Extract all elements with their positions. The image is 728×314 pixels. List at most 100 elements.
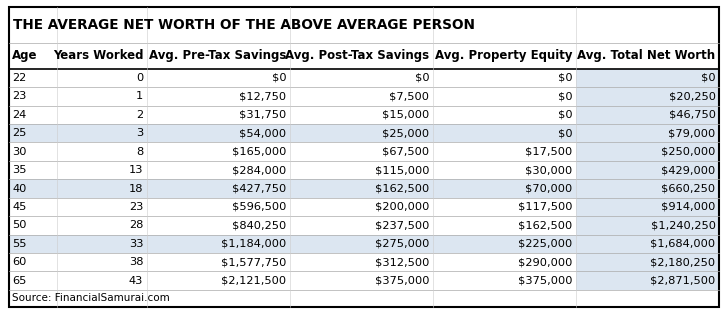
- Text: $67,500: $67,500: [382, 147, 430, 157]
- Text: $0: $0: [415, 73, 430, 83]
- Bar: [576, 161, 719, 179]
- Bar: [9, 43, 719, 69]
- Text: $660,250: $660,250: [662, 183, 716, 193]
- Text: $1,240,250: $1,240,250: [651, 220, 716, 230]
- Text: Avg. Total Net Worth: Avg. Total Net Worth: [577, 49, 716, 62]
- Text: 1: 1: [136, 91, 143, 101]
- Bar: [9, 87, 576, 106]
- Bar: [9, 290, 719, 307]
- Text: $200,000: $200,000: [375, 202, 430, 212]
- Text: 65: 65: [12, 276, 27, 286]
- Text: $165,000: $165,000: [232, 147, 286, 157]
- Text: $840,250: $840,250: [232, 220, 286, 230]
- Text: 2: 2: [136, 110, 143, 120]
- Text: $54,000: $54,000: [240, 128, 286, 138]
- Text: THE AVERAGE NET WORTH OF THE ABOVE AVERAGE PERSON: THE AVERAGE NET WORTH OF THE ABOVE AVERA…: [13, 18, 475, 32]
- Text: 43: 43: [129, 276, 143, 286]
- Text: 55: 55: [12, 239, 27, 249]
- Text: 40: 40: [12, 183, 27, 193]
- Text: 8: 8: [136, 147, 143, 157]
- Text: $375,000: $375,000: [518, 276, 572, 286]
- Bar: [576, 216, 719, 235]
- Text: 38: 38: [129, 257, 143, 267]
- Bar: [576, 179, 719, 198]
- Text: 50: 50: [12, 220, 27, 230]
- Text: $17,500: $17,500: [526, 147, 572, 157]
- Bar: [9, 69, 576, 87]
- Text: $375,000: $375,000: [375, 276, 430, 286]
- Text: 28: 28: [129, 220, 143, 230]
- Text: 60: 60: [12, 257, 27, 267]
- Text: $429,000: $429,000: [661, 165, 716, 175]
- Text: $12,750: $12,750: [240, 91, 286, 101]
- Text: Avg. Pre-Tax Savings: Avg. Pre-Tax Savings: [149, 49, 286, 62]
- Bar: [9, 161, 576, 179]
- Text: 45: 45: [12, 202, 27, 212]
- Text: $79,000: $79,000: [668, 128, 716, 138]
- Bar: [9, 271, 576, 290]
- Text: $1,184,000: $1,184,000: [221, 239, 286, 249]
- Text: $162,500: $162,500: [518, 220, 572, 230]
- Text: $0: $0: [272, 73, 286, 83]
- Text: $117,500: $117,500: [518, 202, 572, 212]
- Text: $20,250: $20,250: [668, 91, 716, 101]
- Text: 13: 13: [129, 165, 143, 175]
- Text: $7,500: $7,500: [389, 91, 430, 101]
- Bar: [576, 106, 719, 124]
- Text: $25,000: $25,000: [382, 128, 430, 138]
- Bar: [576, 87, 719, 106]
- Text: 25: 25: [12, 128, 27, 138]
- Text: Avg. Property Equity: Avg. Property Equity: [435, 49, 572, 62]
- Text: $115,000: $115,000: [375, 165, 430, 175]
- Text: 23: 23: [129, 202, 143, 212]
- Text: $31,750: $31,750: [239, 110, 286, 120]
- Text: $30,000: $30,000: [526, 165, 572, 175]
- Text: $70,000: $70,000: [526, 183, 572, 193]
- Text: Source: FinancialSamurai.com: Source: FinancialSamurai.com: [12, 294, 170, 303]
- Text: $275,000: $275,000: [375, 239, 430, 249]
- Text: $225,000: $225,000: [518, 239, 572, 249]
- Bar: [9, 7, 719, 43]
- Text: 24: 24: [12, 110, 27, 120]
- Text: 22: 22: [12, 73, 27, 83]
- Text: $46,750: $46,750: [668, 110, 716, 120]
- Text: $0: $0: [558, 91, 572, 101]
- Text: $312,500: $312,500: [375, 257, 430, 267]
- Bar: [9, 253, 576, 271]
- Text: Years Worked: Years Worked: [52, 49, 143, 62]
- Text: $914,000: $914,000: [661, 202, 716, 212]
- Text: $427,750: $427,750: [232, 183, 286, 193]
- Text: $2,180,250: $2,180,250: [651, 257, 716, 267]
- Text: $284,000: $284,000: [232, 165, 286, 175]
- Bar: [9, 198, 576, 216]
- Bar: [576, 253, 719, 271]
- Bar: [9, 179, 576, 198]
- Text: 23: 23: [12, 91, 27, 101]
- Text: 0: 0: [136, 73, 143, 83]
- Text: $250,000: $250,000: [661, 147, 716, 157]
- Text: $0: $0: [701, 73, 716, 83]
- Bar: [576, 69, 719, 87]
- Text: $2,121,500: $2,121,500: [221, 276, 286, 286]
- Bar: [9, 106, 576, 124]
- Bar: [9, 124, 576, 143]
- Text: Age: Age: [12, 49, 38, 62]
- Bar: [576, 198, 719, 216]
- Text: $0: $0: [558, 128, 572, 138]
- Text: 30: 30: [12, 147, 27, 157]
- Text: $1,684,000: $1,684,000: [651, 239, 716, 249]
- Text: $290,000: $290,000: [518, 257, 572, 267]
- Bar: [576, 271, 719, 290]
- Bar: [9, 143, 576, 161]
- Bar: [576, 124, 719, 143]
- Bar: [9, 235, 576, 253]
- Text: $0: $0: [558, 110, 572, 120]
- Text: $0: $0: [558, 73, 572, 83]
- Bar: [576, 235, 719, 253]
- Text: $15,000: $15,000: [382, 110, 430, 120]
- Text: $2,871,500: $2,871,500: [650, 276, 716, 286]
- Text: 35: 35: [12, 165, 27, 175]
- Text: 18: 18: [129, 183, 143, 193]
- Bar: [576, 143, 719, 161]
- Text: $596,500: $596,500: [232, 202, 286, 212]
